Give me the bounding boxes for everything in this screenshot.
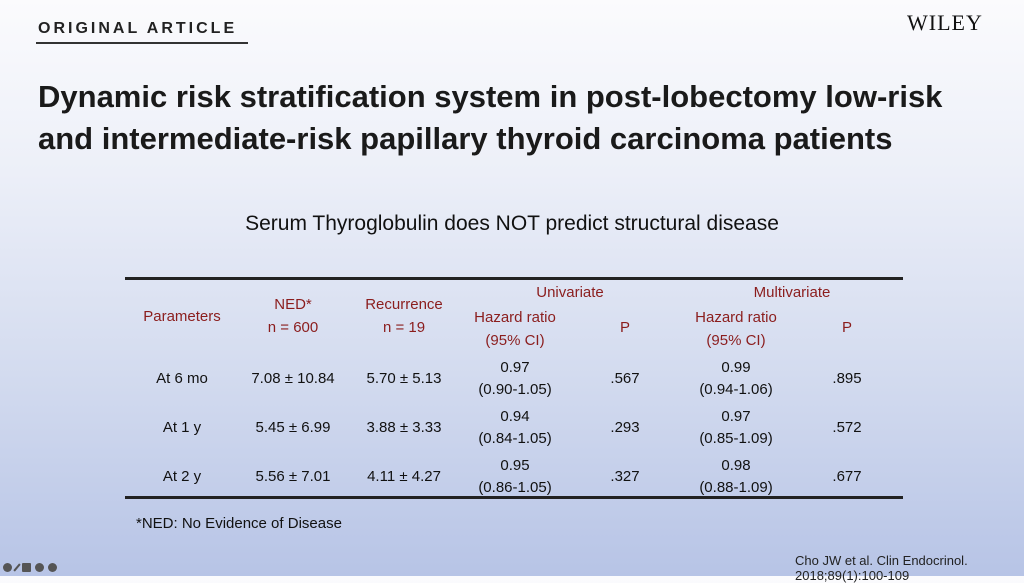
cell-ned: 5.45 ± 6.99	[255, 419, 331, 436]
header-multi-p: P	[841, 319, 853, 336]
cell-mhr: 0.99	[721, 359, 751, 376]
cell-mp: .572	[832, 419, 862, 436]
cell-up: .567	[610, 370, 640, 387]
cell-mp: .677	[832, 468, 862, 485]
cell-uhr: 0.97	[500, 359, 530, 376]
cell-ned: 7.08 ± 10.84	[251, 370, 335, 387]
cell-mci: (0.88-1.09)	[699, 479, 773, 496]
citation: Cho JW et al. Clin Endocrinol. 2018;89(1…	[795, 553, 968, 583]
cell-param: At 2 y	[162, 468, 202, 485]
prev-icon[interactable]	[3, 563, 12, 572]
slides-icon[interactable]	[22, 563, 31, 572]
article-type-label: ORIGINAL ARTICLE	[38, 20, 238, 37]
cell-mci: (0.85-1.09)	[699, 430, 773, 447]
cell-mci: (0.94-1.06)	[699, 381, 773, 398]
cell-mp: .895	[832, 370, 862, 387]
header-uni-hr: Hazard ratio	[474, 309, 556, 326]
next-icon[interactable]	[48, 563, 57, 572]
table-bottom-rule	[125, 496, 903, 499]
cell-uci: (0.84-1.05)	[478, 430, 552, 447]
cell-param: At 1 y	[162, 419, 202, 436]
cell-rec: 4.11 ± 4.27	[367, 468, 441, 485]
more-icon[interactable]	[35, 563, 44, 572]
footnote: *NED: No Evidence of Disease	[136, 515, 342, 532]
cell-mhr: 0.97	[721, 408, 751, 425]
header-ned-n: n = 600	[267, 319, 319, 336]
cell-rec: 5.70 ± 5.13	[366, 370, 442, 387]
cell-uci: (0.90-1.05)	[478, 381, 552, 398]
cell-ned: 5.56 ± 7.01	[255, 468, 331, 485]
cell-up: .327	[610, 468, 640, 485]
table-top-rule	[125, 277, 903, 280]
cell-param: At 6 mo	[156, 370, 208, 387]
cell-mhr: 0.98	[721, 457, 751, 474]
header-multivariate: Multivariate	[753, 284, 831, 301]
header-recurrence: Recurrence	[365, 296, 443, 313]
header-parameters: Parameters	[143, 308, 221, 325]
slide-controls	[3, 563, 57, 572]
header-univariate: Univariate	[536, 284, 604, 301]
header-ned: NED*	[274, 296, 312, 313]
header-recurrence-n: n = 19	[382, 319, 426, 336]
cell-up: .293	[610, 419, 640, 436]
header-multi-hr: Hazard ratio	[695, 309, 777, 326]
label-underline	[36, 42, 248, 44]
publisher-logo: WILEY	[907, 10, 983, 35]
cell-uhr: 0.94	[500, 408, 530, 425]
header-multi-ci: (95% CI)	[706, 332, 766, 349]
cell-uci: (0.86-1.05)	[478, 479, 552, 496]
header-uni-p: P	[619, 319, 631, 336]
slide-subtitle: Serum Thyroglobulin does NOT predict str…	[245, 212, 779, 235]
slide-title: Dynamic risk stratification system in po…	[38, 79, 943, 156]
pen-icon[interactable]	[13, 563, 21, 572]
cell-uhr: 0.95	[500, 457, 530, 474]
cell-rec: 3.88 ± 3.33	[366, 419, 442, 436]
header-uni-ci: (95% CI)	[485, 332, 545, 349]
